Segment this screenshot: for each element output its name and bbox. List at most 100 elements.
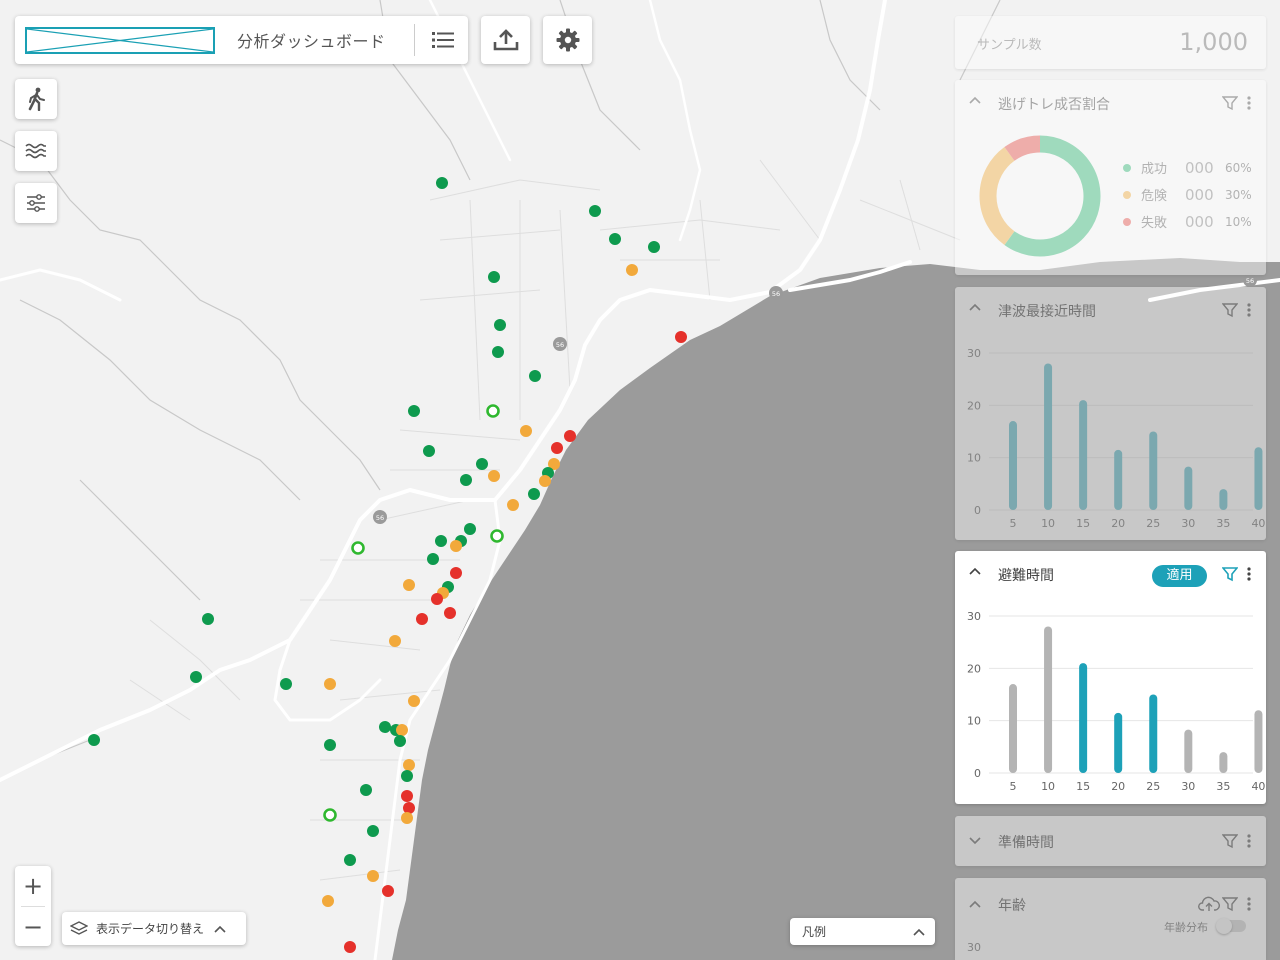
marker-fail[interactable] bbox=[450, 567, 462, 579]
chevron-up-icon[interactable] bbox=[969, 567, 981, 575]
marker-success[interactable] bbox=[609, 233, 621, 245]
marker-success[interactable] bbox=[379, 721, 391, 733]
marker-success[interactable] bbox=[492, 346, 504, 358]
marker-success[interactable] bbox=[324, 739, 336, 751]
marker-fail[interactable] bbox=[444, 607, 456, 619]
marker-danger[interactable] bbox=[324, 678, 336, 690]
marker-fail[interactable] bbox=[551, 442, 563, 454]
marker-danger[interactable] bbox=[389, 635, 401, 647]
marker-danger[interactable] bbox=[450, 540, 462, 552]
walker-button[interactable] bbox=[15, 79, 57, 119]
marker-fail[interactable] bbox=[344, 941, 356, 953]
marker-danger[interactable] bbox=[520, 425, 532, 437]
marker-fail[interactable] bbox=[431, 593, 443, 605]
marker-selected[interactable] bbox=[351, 541, 365, 555]
bar[interactable] bbox=[1114, 712, 1123, 773]
bar[interactable] bbox=[1219, 752, 1228, 773]
marker-danger[interactable] bbox=[367, 870, 379, 882]
marker-success[interactable] bbox=[436, 177, 448, 189]
marker-danger[interactable] bbox=[548, 458, 560, 470]
bar[interactable] bbox=[1219, 489, 1228, 510]
marker-fail[interactable] bbox=[401, 790, 413, 802]
filter-icon[interactable] bbox=[1222, 302, 1238, 318]
marker-success[interactable] bbox=[344, 854, 356, 866]
data-switch-button[interactable]: 表示データ切り替え bbox=[62, 912, 246, 945]
marker-fail[interactable] bbox=[382, 885, 394, 897]
marker-success[interactable] bbox=[88, 734, 100, 746]
marker-success[interactable] bbox=[589, 205, 601, 217]
evacuation-bar-chart[interactable]: 0 10 20 30 5 10 15 20 25 30 35 40 bbox=[955, 551, 1266, 804]
marker-success[interactable] bbox=[423, 445, 435, 457]
marker-success[interactable] bbox=[488, 271, 500, 283]
marker-selected[interactable] bbox=[323, 808, 337, 822]
bar[interactable] bbox=[1044, 363, 1053, 510]
apply-button[interactable]: 適用 bbox=[1152, 565, 1207, 587]
marker-success[interactable] bbox=[435, 535, 447, 547]
marker-success[interactable] bbox=[529, 370, 541, 382]
filter-icon[interactable] bbox=[1222, 833, 1238, 849]
marker-selected[interactable] bbox=[490, 529, 504, 543]
chevron-down-icon[interactable] bbox=[969, 837, 981, 845]
filter-settings-button[interactable] bbox=[15, 183, 57, 223]
marker-fail[interactable] bbox=[675, 331, 687, 343]
filter-icon[interactable] bbox=[1222, 896, 1238, 912]
marker-selected[interactable] bbox=[486, 404, 500, 418]
wave-button[interactable] bbox=[15, 131, 57, 171]
cloud-upload-icon[interactable] bbox=[1198, 896, 1220, 912]
marker-danger[interactable] bbox=[396, 724, 408, 736]
marker-success[interactable] bbox=[460, 474, 472, 486]
more-vert-icon[interactable] bbox=[1247, 896, 1251, 912]
marker-success[interactable] bbox=[394, 735, 406, 747]
bar[interactable] bbox=[1079, 663, 1088, 773]
marker-danger[interactable] bbox=[539, 475, 551, 487]
marker-fail[interactable] bbox=[416, 613, 428, 625]
bar[interactable] bbox=[1009, 684, 1017, 773]
settings-button[interactable] bbox=[543, 16, 592, 64]
upload-button[interactable] bbox=[481, 16, 530, 64]
marker-success[interactable] bbox=[464, 523, 476, 535]
filter-icon[interactable] bbox=[1222, 566, 1238, 582]
more-vert-icon[interactable] bbox=[1247, 95, 1251, 111]
marker-success[interactable] bbox=[476, 458, 488, 470]
zoom-out-button[interactable]: − bbox=[22, 913, 44, 941]
marker-success[interactable] bbox=[202, 613, 214, 625]
marker-danger[interactable] bbox=[322, 895, 334, 907]
marker-success[interactable] bbox=[408, 405, 420, 417]
bar[interactable] bbox=[1009, 421, 1017, 510]
marker-success[interactable] bbox=[401, 770, 413, 782]
marker-danger[interactable] bbox=[626, 264, 638, 276]
marker-danger[interactable] bbox=[408, 695, 420, 707]
marker-success[interactable] bbox=[360, 784, 372, 796]
list-button[interactable] bbox=[425, 23, 461, 57]
zoom-in-button[interactable]: + bbox=[22, 872, 44, 900]
more-vert-icon[interactable] bbox=[1247, 302, 1251, 318]
marker-success[interactable] bbox=[280, 678, 292, 690]
bar[interactable] bbox=[1184, 466, 1193, 510]
marker-success[interactable] bbox=[427, 553, 439, 565]
bar[interactable] bbox=[1254, 710, 1263, 773]
chevron-up-icon[interactable] bbox=[969, 900, 981, 908]
marker-danger[interactable] bbox=[403, 759, 415, 771]
marker-fail[interactable] bbox=[564, 430, 576, 442]
marker-success[interactable] bbox=[190, 671, 202, 683]
bar[interactable] bbox=[1044, 626, 1053, 773]
chevron-up-icon[interactable] bbox=[969, 303, 981, 311]
marker-success[interactable] bbox=[367, 825, 379, 837]
bar[interactable] bbox=[1254, 447, 1263, 510]
marker-success[interactable] bbox=[528, 488, 540, 500]
legend-toggle[interactable]: 凡例 bbox=[790, 918, 935, 945]
marker-fail[interactable] bbox=[403, 802, 415, 814]
age-distribution-toggle[interactable] bbox=[1216, 918, 1246, 934]
bar[interactable] bbox=[1149, 431, 1158, 511]
marker-danger[interactable] bbox=[403, 579, 415, 591]
bar[interactable] bbox=[1114, 449, 1123, 510]
marker-danger[interactable] bbox=[488, 470, 500, 482]
bar[interactable] bbox=[1149, 694, 1158, 774]
filter-icon[interactable] bbox=[1222, 95, 1238, 111]
marker-danger[interactable] bbox=[507, 499, 519, 511]
marker-danger[interactable] bbox=[401, 812, 413, 824]
bar[interactable] bbox=[1184, 729, 1193, 773]
marker-success[interactable] bbox=[494, 319, 506, 331]
marker-success[interactable] bbox=[648, 241, 660, 253]
bar[interactable] bbox=[1079, 400, 1088, 510]
